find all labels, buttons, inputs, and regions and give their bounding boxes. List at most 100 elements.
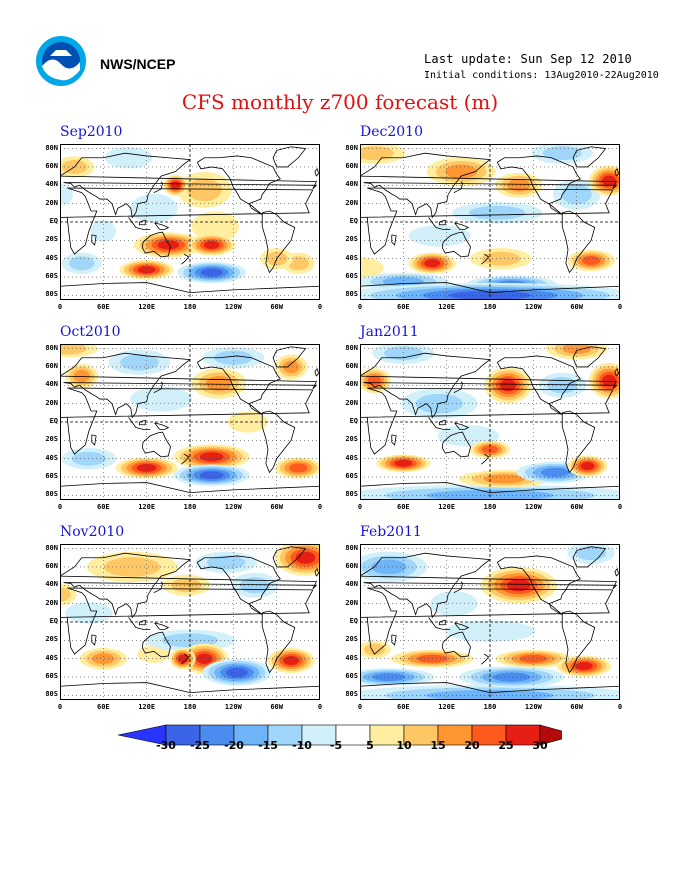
lat-tick-label: 80S <box>45 290 58 299</box>
last-update: Last update: Sun Sep 12 2010 <box>424 52 632 66</box>
lon-tick-label: 60E <box>97 503 110 511</box>
anomaly-contour <box>130 386 192 412</box>
lat-tick-label: EQ <box>49 217 58 225</box>
lat-tick-label: 40S <box>345 253 358 262</box>
coastline <box>391 634 397 646</box>
lon-tick-label: 120W <box>224 703 242 711</box>
anomaly-contour <box>576 546 607 561</box>
coastline <box>128 417 151 430</box>
lat-tick-label: 20N <box>345 398 358 407</box>
colorbar-label: 20 <box>464 739 480 752</box>
coastline <box>154 622 170 630</box>
lon-tick-label: 0 <box>317 703 323 711</box>
noaa-logo <box>36 36 86 86</box>
anomaly-contour <box>60 344 87 355</box>
lon-tick-label: 120W <box>524 503 542 511</box>
anomaly-contour <box>540 467 570 478</box>
anomaly-contour <box>519 654 548 663</box>
coastline <box>314 167 320 177</box>
coastline <box>572 546 607 568</box>
lat-tick-label: 20S <box>345 235 358 244</box>
lat-tick-label: 20N <box>345 198 358 207</box>
lon-tick-label: 120W <box>224 303 242 311</box>
anomaly-contour <box>226 667 248 678</box>
lon-tick-label: 120E <box>438 703 456 711</box>
coastline <box>360 587 614 655</box>
coastline <box>428 617 451 630</box>
lat-tick-label: 60N <box>345 561 358 570</box>
coastline <box>441 631 471 658</box>
anomaly-contour <box>367 375 382 386</box>
lon-tick-label: 0 <box>617 503 623 511</box>
lat-tick-label: 60N <box>45 561 58 570</box>
lat-tick-label: 60S <box>45 472 58 481</box>
coastline <box>481 653 490 665</box>
lon-tick-label: 180 <box>483 303 497 311</box>
anomaly-contour <box>469 205 526 220</box>
lat-tick-label: 40S <box>345 653 358 662</box>
anomaly-contour <box>507 579 531 592</box>
coastline <box>60 682 320 694</box>
lat-tick-label: 80N <box>45 543 58 552</box>
anomaly-contour <box>65 602 113 624</box>
lat-tick-label: 40S <box>45 253 58 262</box>
coastline <box>441 431 471 458</box>
map-svg <box>60 544 320 700</box>
coastline <box>91 234 97 246</box>
coastline <box>561 610 596 674</box>
lon-tick-label: 0 <box>317 503 323 511</box>
anomaly-contour <box>360 146 394 161</box>
lat-tick-label: EQ <box>349 417 358 425</box>
anomaly-contour <box>68 256 95 271</box>
map-panel <box>60 344 320 500</box>
anomaly-contour <box>187 178 222 202</box>
coastline <box>391 234 397 246</box>
coastline <box>428 217 451 230</box>
anomaly-contour <box>384 346 423 361</box>
panel-title: Dec2010 <box>360 124 423 140</box>
coastline <box>439 219 446 226</box>
panel-title: Oct2010 <box>60 324 121 340</box>
map-frame <box>360 544 620 700</box>
lat-tick-label: EQ <box>49 617 58 625</box>
coastline <box>139 419 146 426</box>
lat-tick-label: 60S <box>45 672 58 681</box>
anomaly-contour <box>199 452 224 462</box>
coastline <box>261 610 296 674</box>
coastline <box>153 181 163 193</box>
coastline <box>481 253 490 265</box>
page-title: CFS monthly z700 forecast (m) <box>181 90 499 114</box>
anomaly-contour <box>483 474 526 484</box>
coastline <box>91 434 97 446</box>
anomaly-contour <box>137 645 171 663</box>
map-frame <box>360 344 620 500</box>
anomaly-contour <box>580 462 595 471</box>
lon-tick-label: 180 <box>183 503 197 511</box>
lat-tick-label: EQ <box>49 417 58 425</box>
lat-tick-label: 40N <box>345 580 358 589</box>
coastline <box>614 567 620 577</box>
lon-tick-label: 60W <box>270 703 283 711</box>
coastline <box>561 410 596 474</box>
coastline <box>453 581 463 593</box>
map-svg <box>360 144 620 300</box>
anomaly-contour <box>199 471 224 480</box>
coastline <box>572 346 607 368</box>
colorbar-label: 15 <box>430 739 446 752</box>
coastline <box>439 619 446 626</box>
lon-tick-label: 0 <box>57 703 63 711</box>
anomaly-contour <box>191 211 239 242</box>
lon-tick-label: 0 <box>617 303 623 311</box>
coastline <box>391 434 397 446</box>
lon-tick-label: 120E <box>438 503 456 511</box>
anomaly-contour <box>562 344 592 355</box>
lat-tick-label: 60N <box>345 161 358 170</box>
lat-tick-label: 80N <box>345 143 358 152</box>
anomaly-contour <box>507 179 531 192</box>
colorbar <box>118 724 562 746</box>
coastline <box>360 387 614 455</box>
map-svg <box>60 344 320 500</box>
map-svg <box>60 144 320 300</box>
coastline <box>181 453 190 465</box>
anomaly-contour <box>602 374 617 387</box>
